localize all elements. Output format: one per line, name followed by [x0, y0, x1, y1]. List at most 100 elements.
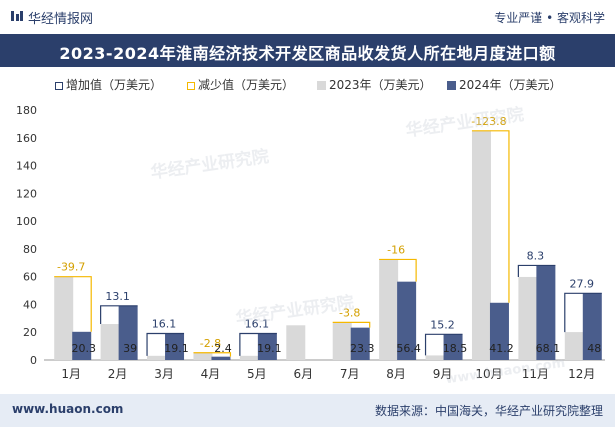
bar-2023 — [332, 322, 352, 360]
value-label-2024: 18.5 — [443, 342, 468, 355]
legend: 增加值（万美元） 减少值（万美元） 2023年（万美元） 2024年（万美元） — [0, 76, 615, 94]
bar-2023 — [471, 130, 491, 360]
legend-increase-label: 增加值（万美元） — [66, 78, 163, 92]
bar-2023 — [518, 276, 538, 360]
change-label: 27.9 — [570, 277, 595, 290]
title-bar: 2023-2024年淮南经济技术开发区商品收发货人所在地月度进口额 — [0, 34, 615, 67]
y-tick-label: 60 — [23, 271, 37, 284]
x-tick-label: 1月 — [61, 367, 81, 381]
x-tick-label: 8月 — [386, 367, 406, 381]
x-tick-label: 12月 — [568, 367, 595, 381]
bar-2023 — [425, 355, 445, 360]
value-label-2024: 48 — [587, 342, 601, 355]
y-tick-label: 40 — [23, 298, 37, 311]
value-label-2024: 19.1 — [164, 342, 189, 355]
change-label: 8.3 — [527, 249, 545, 262]
bar-2024 — [211, 356, 231, 360]
change-label: -39.7 — [57, 261, 85, 274]
decrease-outline — [332, 321, 371, 328]
change-label: -3.8 — [339, 306, 360, 319]
value-label-2024: 41.2 — [489, 342, 514, 355]
site-url: www.huaon.com — [12, 402, 124, 416]
change-label: 15.2 — [430, 318, 455, 331]
increase-outline — [517, 264, 556, 277]
legend-2023-label: 2023年（万美元） — [329, 78, 432, 92]
x-tick-label: 2月 — [108, 367, 128, 381]
bar-2023 — [100, 324, 120, 360]
change-label: 13.1 — [105, 290, 130, 303]
x-tick-label: 3月 — [154, 367, 174, 381]
bar-2023 — [379, 259, 399, 360]
legend-2023: 2023年（万美元） — [317, 76, 432, 93]
increase-outline — [564, 292, 602, 333]
value-label-2024: 2.4 — [214, 342, 232, 355]
y-tick-label: 100 — [16, 215, 37, 228]
decrease-outline — [193, 352, 232, 357]
bar-2024 — [118, 305, 138, 360]
x-tick-label: 5月 — [247, 367, 267, 381]
legend-increase-swatch — [55, 82, 63, 90]
increase-outline — [146, 332, 185, 356]
bar-2024 — [350, 327, 370, 360]
bar-chart: 0 20 40 60 80 100 120 140 160 180 -39.7 20.3 1月 13.1 3… — [16, 104, 605, 381]
bar-2024 — [257, 333, 277, 360]
x-tick-label: 10月 — [475, 367, 502, 381]
value-label-2024: 23.3 — [350, 342, 375, 355]
bar-2023 — [193, 352, 213, 360]
slogan: 专业严谨 • 客观科学 — [494, 11, 605, 25]
y-tick-label: 180 — [16, 104, 37, 117]
x-tick-label: 11月 — [522, 367, 549, 381]
increase-outline — [100, 305, 138, 325]
legend-decrease-label: 减少值（万美元） — [198, 78, 295, 92]
increase-outline — [239, 332, 277, 356]
bar-2024 — [165, 333, 185, 360]
change-label: 16.1 — [245, 317, 270, 330]
value-label-2024: 20.3 — [71, 342, 96, 355]
legend-increase: 增加值（万美元） — [55, 76, 162, 93]
top-bar: 华经情报网 专业严谨 • 客观科学 — [0, 0, 615, 34]
bar-2023 — [286, 325, 306, 360]
y-tick-label: 120 — [16, 187, 37, 200]
y-tick-label: 80 — [23, 243, 37, 256]
decrease-outline — [54, 276, 92, 332]
bar-2024 — [72, 331, 92, 360]
decrease-outline — [471, 130, 510, 303]
y-tick-label: 0 — [30, 354, 37, 367]
footer: www.huaon.com 数据来源：中国海关，华经产业研究院整理 — [0, 394, 615, 427]
change-label: -123.8 — [471, 115, 506, 128]
data-source: 数据来源：中国海关，华经产业研究院整理 — [374, 404, 603, 418]
bar-2024 — [582, 293, 602, 360]
bar-2023 — [54, 276, 74, 360]
legend-2024: 2024年（万美元） — [447, 76, 562, 93]
x-tick-label: 7月 — [340, 367, 360, 381]
legend-decrease-swatch — [187, 82, 195, 90]
x-tick-label: 6月 — [293, 367, 313, 381]
x-tick-label: 9月 — [433, 367, 453, 381]
bar-2024 — [536, 265, 556, 360]
value-label-2024: 56.4 — [396, 342, 421, 355]
bar-2024 — [397, 281, 417, 360]
change-label: -2.8 — [200, 337, 221, 350]
bar-2024 — [489, 302, 509, 360]
legend-2023-swatch — [317, 81, 326, 90]
value-label-2024: 39 — [123, 342, 137, 355]
chart-title: 2023-2024年淮南经济技术开发区商品收发货人所在地月度进口额 — [59, 44, 556, 63]
change-label: -16 — [387, 243, 405, 256]
bar-2023 — [564, 332, 584, 360]
brand-name: 华经情报网 — [28, 12, 94, 27]
decrease-outline — [379, 258, 417, 282]
legend-decrease: 减少值（万美元） — [187, 76, 294, 93]
legend-2024-label: 2024年（万美元） — [459, 78, 562, 92]
increase-outline — [424, 333, 463, 356]
change-label: 16.1 — [152, 317, 177, 330]
value-label-2024: 19.1 — [257, 342, 282, 355]
y-tick-label: 160 — [16, 132, 37, 145]
brand-logo-icon — [11, 11, 23, 21]
bar-2024 — [443, 334, 463, 360]
bar-2023 — [239, 355, 259, 360]
bar-2023 — [147, 355, 167, 360]
x-tick-label: 4月 — [201, 367, 221, 381]
value-label-2024: 68.1 — [536, 342, 561, 355]
y-tick-label: 20 — [23, 326, 37, 339]
legend-2024-swatch — [447, 81, 456, 90]
